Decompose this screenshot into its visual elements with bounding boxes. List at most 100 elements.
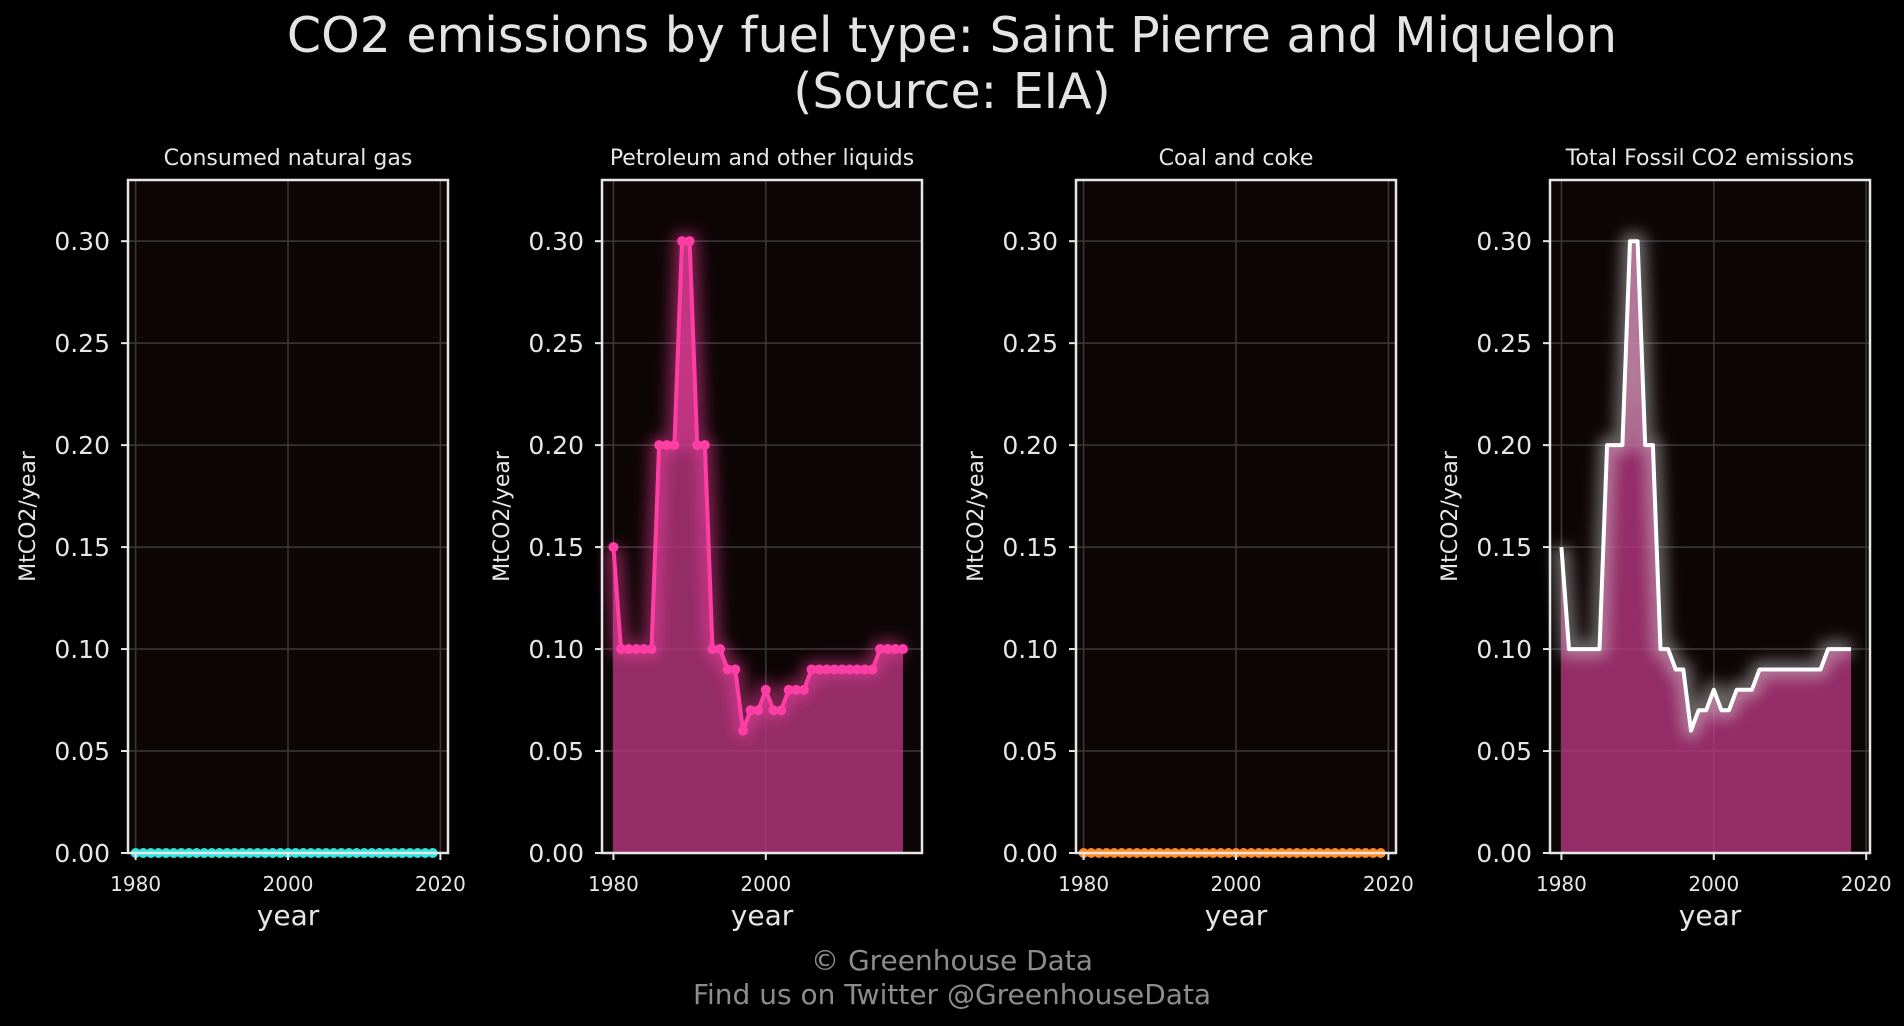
- y-tick-label: 0.20: [1002, 431, 1058, 460]
- series-area: [1561, 241, 1851, 853]
- y-tick-label: 0.10: [1002, 635, 1058, 664]
- panel-title: Total Fossil CO2 emissions: [1565, 146, 1855, 171]
- y-axis-label: MtCO2/year: [490, 450, 515, 582]
- data-point: [745, 705, 756, 716]
- plot-frame: [1548, 178, 1872, 855]
- data-point: [867, 664, 878, 675]
- data-point: [776, 705, 787, 716]
- y-tick-label: 0.05: [1476, 737, 1532, 766]
- data-point: [737, 725, 748, 736]
- data-point: [783, 684, 794, 695]
- y-axis-label: MtCO2/year: [1438, 450, 1463, 582]
- plot-frame: [600, 178, 924, 855]
- chart-panel-2: 0.00 0.05 0.10 0.15 0.20 0.25 0.30 1980 2000 Petr…: [490, 146, 924, 932]
- data-point: [852, 664, 863, 675]
- data-point: [814, 664, 825, 675]
- y-tick-label: 0.30: [1476, 227, 1532, 256]
- x-axis-label: year: [731, 899, 794, 932]
- data-point: [859, 664, 870, 675]
- x-tick-label: 2020: [415, 872, 466, 896]
- y-tick-label: 0.10: [528, 635, 584, 664]
- data-point: [654, 440, 665, 451]
- footer-copyright: © Greenhouse Data: [811, 944, 1093, 977]
- data-point: [623, 644, 634, 655]
- y-tick-label: 0.25: [1002, 329, 1058, 358]
- data-point: [829, 664, 840, 675]
- data-point: [837, 664, 847, 675]
- chart-title-line1: CO2 emissions by fuel type: Saint Pierre…: [286, 7, 1618, 64]
- y-axis-label: MtCO2/year: [16, 450, 41, 582]
- y-tick-label: 0.20: [1476, 431, 1532, 460]
- x-tick-label: 2000: [1211, 872, 1262, 896]
- x-tick-label: 2020: [1363, 872, 1414, 896]
- x-tick-label: 2000: [1688, 872, 1739, 896]
- y-tick-label: 0.15: [528, 533, 584, 562]
- data-point: [715, 644, 726, 655]
- data-point: [608, 542, 619, 553]
- x-axis-label: year: [1679, 899, 1742, 932]
- panel-title: Coal and coke: [1159, 146, 1314, 171]
- data-point: [730, 664, 741, 675]
- data-point: [722, 664, 733, 675]
- data-point: [661, 440, 672, 451]
- data-point: [684, 236, 695, 247]
- y-tick-label: 0.15: [54, 533, 110, 562]
- data-point: [669, 440, 680, 451]
- y-tick-label: 0.00: [1476, 839, 1532, 868]
- data-point: [890, 644, 901, 655]
- data-point: [631, 644, 642, 655]
- y-tick-label: 0.05: [528, 737, 584, 766]
- data-point: [875, 644, 886, 655]
- x-tick-label: 2000: [263, 872, 314, 896]
- data-point: [791, 684, 802, 695]
- x-tick-label: 2000: [740, 872, 791, 896]
- y-tick-label: 0.05: [1002, 737, 1058, 766]
- x-axis-label: year: [1205, 899, 1268, 932]
- y-tick-label: 0.25: [1476, 329, 1532, 358]
- y-tick-label: 0.00: [1002, 839, 1058, 868]
- data-point: [798, 684, 809, 695]
- data-point: [806, 664, 817, 675]
- x-tick-label: 1980: [588, 872, 639, 896]
- chart-panel-4: 0.00 0.05 0.10 0.15 0.20 0.25 0.30 1980 2000 2020…: [1438, 146, 1892, 932]
- footer-twitter: Find us on Twitter @GreenhouseData: [692, 978, 1212, 1011]
- data-point: [897, 644, 908, 655]
- data-point: [768, 705, 779, 716]
- series-line: [1559, 239, 1851, 733]
- y-tick-label: 0.25: [54, 329, 110, 358]
- x-tick-label: 2020: [1841, 872, 1892, 896]
- x-axis-label: year: [257, 899, 320, 932]
- y-tick-label: 0.30: [54, 227, 110, 256]
- y-tick-label: 0.15: [1002, 533, 1058, 562]
- series-area: [613, 241, 903, 853]
- y-tick-label: 0.00: [54, 839, 110, 868]
- chart-panel-1: 0.00 0.05 0.10 0.15 0.20 0.25 0.30 1980 2000 2020…: [16, 146, 466, 932]
- chart-title: CO2 emissions by fuel type: Saint Pierre…: [0, 8, 1904, 120]
- data-point: [707, 644, 718, 655]
- y-tick-label: 0.20: [528, 431, 584, 460]
- data-point: [616, 644, 627, 655]
- y-tick-label: 0.05: [54, 737, 110, 766]
- x-tick-label: 1980: [1058, 872, 1109, 896]
- y-axis-label: MtCO2/year: [964, 450, 989, 582]
- chart-title-line2: (Source: EIA): [793, 63, 1111, 120]
- y-tick-label: 0.10: [1476, 635, 1532, 664]
- data-point: [677, 236, 687, 247]
- data-point: [638, 644, 649, 655]
- panel-title: Petroleum and other liquids: [610, 146, 914, 171]
- data-point: [646, 644, 657, 655]
- y-tick-label: 0.30: [528, 227, 584, 256]
- y-tick-label: 0.30: [1002, 227, 1058, 256]
- data-point: [882, 644, 893, 655]
- y-tick-label: 0.20: [54, 431, 110, 460]
- y-tick-label: 0.00: [528, 839, 584, 868]
- data-point: [753, 705, 764, 716]
- y-tick-label: 0.15: [1476, 533, 1532, 562]
- chart-panel-3: 0.00 0.05 0.10 0.15 0.20 0.25 0.30 1980 2000 2020…: [964, 146, 1414, 932]
- x-tick-label: 1980: [1536, 872, 1587, 896]
- y-tick-label: 0.10: [54, 635, 110, 664]
- data-point: [821, 664, 832, 675]
- data-point: [760, 684, 771, 695]
- data-point: [692, 440, 703, 451]
